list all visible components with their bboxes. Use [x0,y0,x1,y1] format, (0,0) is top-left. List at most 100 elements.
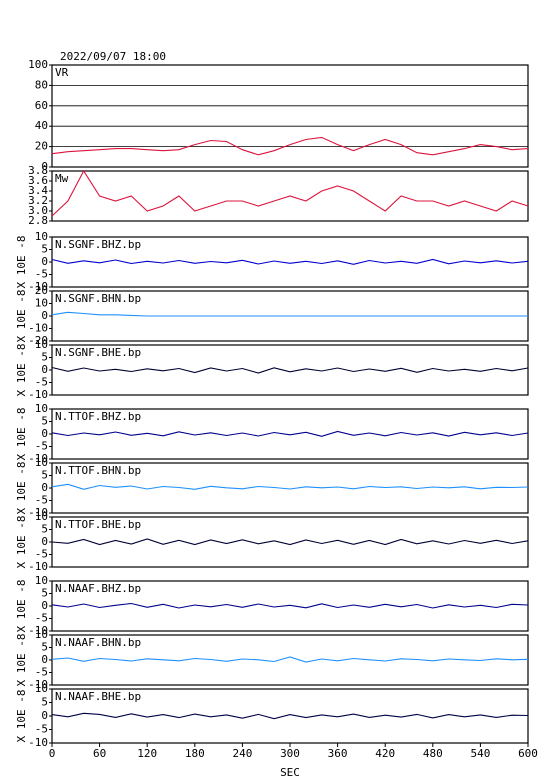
y-tick-label: 0 [41,599,48,612]
y-tick-label: 10 [35,230,48,243]
y-axis-label: X 10E -8 [15,462,28,515]
trace-line [51,169,529,217]
y-axis-label: X 10E -8 [15,634,28,687]
panel-label: N.TTOF.BHZ.bp [55,410,141,423]
y-tick-label: 0 [41,427,48,440]
panel-frame [51,462,529,514]
y-tick-label: 5 [41,696,48,709]
x-tick-label: 300 [280,747,300,760]
y-tick-label: -10 [28,560,48,573]
panel-label: N.TTOF.BHN.bp [55,464,141,477]
y-tick-label: 5 [41,351,48,364]
chart-title: 2022/09/07 18:00 [60,50,166,63]
y-tick-label: -5 [35,440,48,453]
panel-label: N.NAAF.BHE.bp [55,690,141,703]
y-axis-label: X 10E -8 [15,236,28,289]
y-tick-label: -5 [35,268,48,281]
y-tick-label: 10 [35,338,48,351]
panel-label: N.TTOF.BHE.bp [55,518,141,531]
trace-line [51,712,529,720]
y-tick-label: 0 [41,363,48,376]
y-tick-label: 0 [41,481,48,494]
x-tick-label: 600 [518,747,538,760]
panel-label: N.NAAF.BHN.bp [55,636,141,649]
y-tick-label: -5 [35,494,48,507]
y-tick-label: -10 [28,280,48,293]
y-tick-label: -10 [28,506,48,519]
y-tick-label: 5 [41,469,48,482]
y-tick-label: -5 [35,666,48,679]
y-axis-label: X 10E -8 [15,516,28,569]
x-axis-label: SEC [280,766,300,779]
y-tick-label: 5 [41,587,48,600]
trace-line [51,430,529,437]
panel-frame [51,344,529,396]
trace-line [51,483,529,490]
panel-frame [51,580,529,632]
y-tick-label: 5 [41,523,48,536]
x-tick-label: 240 [232,747,252,760]
y-tick-label: 3.2 [28,194,48,207]
x-tick-label: 180 [185,747,205,760]
y-tick-label: 10 [35,297,48,310]
y-tick-label: 10 [35,510,48,523]
x-tick-label: 480 [423,747,443,760]
x-tick-label: 420 [375,747,395,760]
panel-frame [51,408,529,460]
panel-frame [51,64,529,168]
y-tick-label: -20 [28,334,48,347]
panel-label: Mw [55,172,69,185]
y-tick-label: 20 [35,140,48,153]
x-tick-label: 0 [49,747,56,760]
y-tick-label: 10 [35,574,48,587]
trace-line [51,366,529,374]
trace-line [51,538,529,546]
trace-line [51,258,529,265]
y-tick-label: -10 [28,388,48,401]
x-tick-label: 60 [93,747,106,760]
trace-line [51,602,529,609]
panel-label: N.NAAF.BHZ.bp [55,582,141,595]
y-axis-label: X 10E -8 [15,690,28,743]
panel-frame [51,170,529,222]
x-tick-label: 120 [137,747,157,760]
trace-line [51,136,529,156]
y-tick-label: -5 [35,612,48,625]
trace-line [51,656,529,663]
x-tick-label: 540 [470,747,490,760]
y-tick-label: 80 [35,78,48,91]
trace-line [51,311,528,317]
y-axis-label: X 10E -8 [15,344,28,397]
y-tick-label: 40 [35,119,48,132]
y-tick-label: 10 [35,402,48,415]
y-tick-label: 5 [41,641,48,654]
y-tick-label: 2.8 [28,214,48,227]
y-tick-label: 3.4 [28,184,48,197]
y-tick-label: -5 [35,548,48,561]
panel-label: N.SGNF.BHZ.bp [55,238,141,251]
y-axis-label: X 10E -8 [15,290,28,343]
y-tick-label: 0 [41,309,48,322]
y-tick-label: 3.6 [28,174,48,187]
y-tick-label: -5 [35,376,48,389]
y-tick-label: 0 [41,535,48,548]
y-tick-label: 10 [35,456,48,469]
panel-label: VR [55,66,69,79]
y-tick-label: 0 [41,255,48,268]
y-tick-label: 10 [35,682,48,695]
y-tick-label: -5 [35,723,48,736]
panel-label: N.SGNF.BHN.bp [55,292,141,305]
y-tick-label: -10 [28,678,48,691]
panel-frame [51,634,529,686]
y-tick-label: 5 [41,243,48,256]
y-tick-label: 0 [41,160,48,173]
y-tick-label: 0 [41,653,48,666]
y-tick-label: -10 [28,452,48,465]
y-tick-label: 3.0 [28,204,48,217]
y-tick-label: -10 [28,322,48,335]
y-tick-label: -10 [28,736,48,749]
y-tick-label: 100 [28,58,48,71]
y-tick-label: 10 [35,628,48,641]
